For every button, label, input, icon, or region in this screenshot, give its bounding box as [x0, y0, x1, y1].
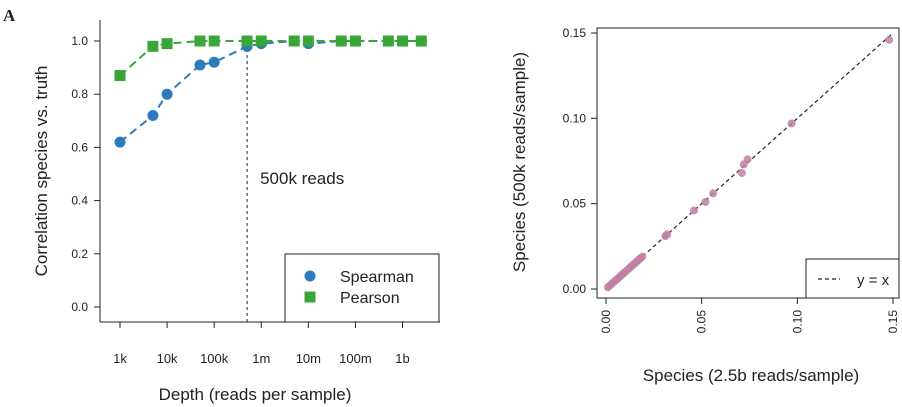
- left-y-tick-label: 0.2: [71, 247, 88, 261]
- pearson-point: [415, 35, 427, 47]
- left-x-tick-label: 100m: [339, 351, 372, 366]
- spearman-point: [147, 109, 159, 121]
- left-x-ticks: 1k 10k 100k 1m 10m 100m 1b: [113, 322, 410, 366]
- left-x-tick-label: 1k: [113, 351, 127, 366]
- right-x-tick-label: 0.05: [695, 310, 709, 334]
- right-y-tick-label: 0.10: [563, 111, 587, 125]
- pearson-point: [302, 35, 314, 47]
- left-y-tick-label: 0.0: [71, 300, 88, 314]
- pearson-point: [382, 35, 394, 47]
- scatter-point: [885, 35, 894, 44]
- legend: Spearman Pearson: [284, 253, 440, 323]
- right-x-ticks: 0.00 0.05 0.10 0.15: [599, 298, 900, 333]
- left-x-tick-label: 10k: [157, 351, 178, 366]
- pearson-point: [288, 35, 300, 47]
- scatter-point: [638, 252, 647, 261]
- scatter-point: [787, 119, 796, 128]
- left-y-ticks: 0.0 0.2 0.4 0.6 0.8 1.0: [71, 34, 100, 314]
- spearman-point: [161, 88, 173, 100]
- left-x-tick-label: 100k: [200, 351, 229, 366]
- pearson-point: [114, 70, 126, 82]
- pearson-point: [397, 35, 409, 47]
- right-y-tick-label: 0.00: [563, 282, 587, 296]
- left-y-tick-label: 0.4: [71, 194, 88, 208]
- right-x-tick-label: 0.15: [886, 310, 900, 334]
- legend-spearman-marker: [304, 270, 316, 282]
- right-x-tick-label: 0.00: [599, 310, 613, 334]
- right-x-axis-title: Species (2.5b reads/sample): [643, 366, 859, 385]
- scatter-point: [737, 168, 746, 177]
- legend-pearson-label: Pearson: [340, 290, 400, 307]
- scatter-point: [663, 230, 672, 239]
- pearson-point: [208, 35, 220, 47]
- right-y-ticks: 0.00 0.05 0.10 0.15: [563, 26, 597, 296]
- right-y-axis-title: Species (500k reads/sample): [510, 52, 529, 272]
- right-y-tick-label: 0.15: [563, 26, 587, 40]
- right-points: [603, 35, 894, 292]
- left-chart: 0.00.20.40.60.81.0 1k 10k 100k 1m 10m 100m 1b …: [32, 20, 440, 404]
- right-x-tick-label: 0.10: [790, 310, 804, 334]
- pearson-point: [241, 35, 253, 47]
- pearson-point: [147, 40, 159, 52]
- left-x-axis-title: Depth (reads per sample): [159, 385, 352, 404]
- legend-spearman-label: Spearman: [340, 269, 414, 286]
- left-y-tick-label: 0.6: [71, 140, 88, 154]
- left-series: [114, 35, 427, 148]
- scatter-point: [690, 206, 699, 215]
- right-legend: y = x: [805, 258, 900, 299]
- legend-pearson-marker: [304, 291, 316, 303]
- left-y-axis-title: Correlation species vs. truth: [32, 66, 51, 277]
- left-x-tick-label: 1m: [252, 351, 270, 366]
- left-y-tick-label: 0.8: [71, 87, 88, 101]
- spearman-point: [208, 56, 220, 68]
- pearson-point: [255, 35, 267, 47]
- right-legend-label: y = x: [857, 272, 890, 289]
- right-chart: 0.000.050.100.15 0.00 0.05 0.10 0.15 y = x …: [510, 26, 900, 385]
- pearson-point: [161, 38, 173, 50]
- pearson-point: [194, 35, 206, 47]
- pearson-point: [335, 35, 347, 47]
- scatter-point: [701, 197, 710, 206]
- spearman-point: [194, 59, 206, 71]
- scatter-point: [743, 155, 752, 164]
- left-x-tick-label: 1b: [395, 351, 409, 366]
- spearman-point: [114, 136, 126, 148]
- legend-box: [284, 253, 440, 323]
- left-x-tick-label: 10m: [296, 351, 321, 366]
- pearson-point: [349, 35, 361, 47]
- right-y-tick-label: 0.05: [563, 197, 587, 211]
- left-y-tick-label: 1.0: [71, 34, 88, 48]
- scatter-point: [709, 189, 718, 198]
- panel-label: A: [3, 6, 16, 25]
- annotation-500k: 500k reads: [260, 169, 344, 188]
- right-plot-frame: [596, 27, 900, 299]
